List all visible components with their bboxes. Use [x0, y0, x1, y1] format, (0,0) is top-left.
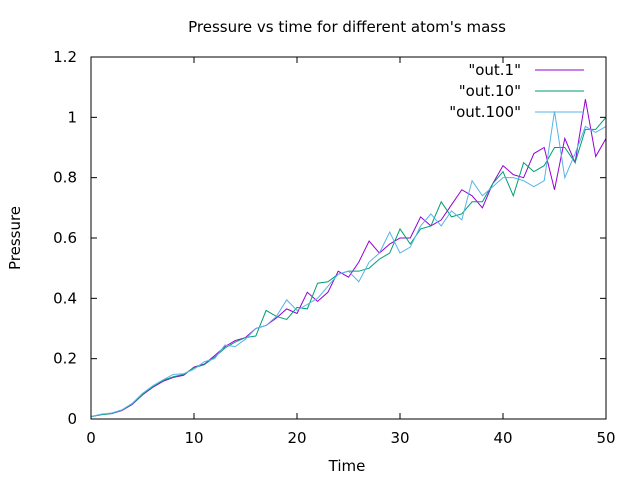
- legend-label-2: "out.10": [459, 82, 521, 100]
- y-tick-label: 0.4: [53, 289, 77, 307]
- y-tick-label: 1.2: [53, 48, 77, 66]
- series-line-2: [90, 117, 607, 418]
- x-tick-label: 20: [287, 429, 306, 447]
- x-tick-label: 0: [86, 429, 96, 447]
- series-line-3: [90, 111, 607, 418]
- y-tick-label: 0.2: [53, 350, 77, 368]
- x-tick-label: 40: [493, 429, 512, 447]
- legend-label-3: "out.100": [449, 103, 521, 121]
- y-tick-label: 0.6: [53, 229, 77, 247]
- x-tick-label: 30: [390, 429, 409, 447]
- x-axis-label: Time: [328, 457, 366, 475]
- y-axis-label: Pressure: [6, 206, 24, 270]
- plot-frame: [90, 56, 607, 420]
- legend-label-1: "out.1": [468, 61, 521, 79]
- x-tick-label: 50: [596, 429, 615, 447]
- chart-title: Pressure vs time for different atom's ma…: [188, 18, 506, 36]
- y-tick-label: 0: [67, 410, 77, 428]
- y-tick-label: 0.8: [53, 169, 77, 187]
- y-tick-label: 1: [67, 108, 77, 126]
- x-tick-label: 10: [184, 429, 203, 447]
- series-line-1: [90, 99, 607, 418]
